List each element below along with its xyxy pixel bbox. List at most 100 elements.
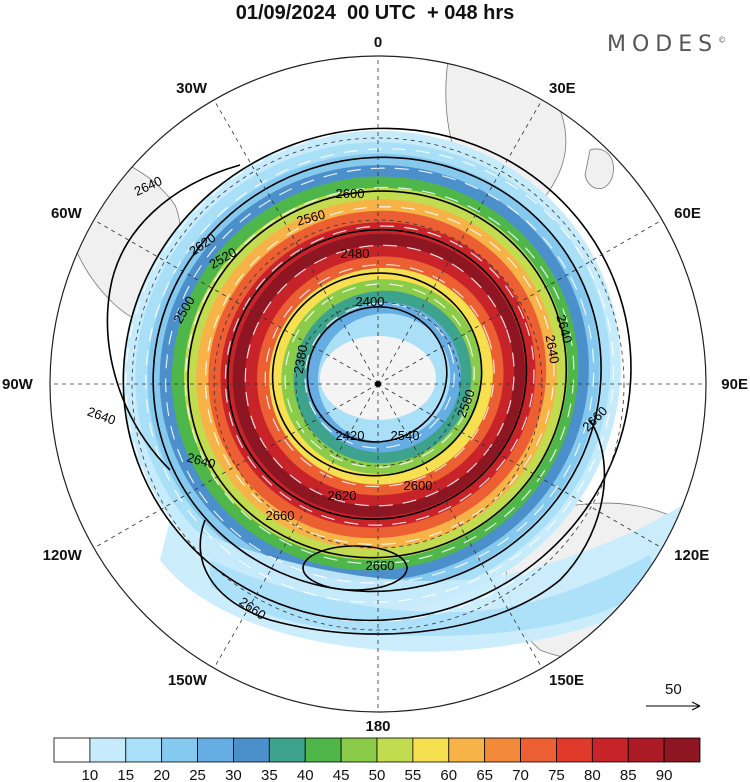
reference-vector: 50 — [646, 681, 701, 711]
colorbar-swatch — [89, 737, 127, 763]
streamline — [244, 244, 515, 507]
madagascar-landmass — [584, 148, 614, 189]
map-title: 01/09/2024 00 UTC + 048 hrs — [235, 2, 515, 24]
contour-label: 2640 — [553, 313, 575, 345]
meridian-line — [377, 99, 543, 385]
height-contour — [106, 164, 241, 471]
colorbar-swatch — [125, 737, 163, 763]
streamline — [224, 225, 535, 526]
meridian-line — [93, 219, 379, 385]
contour-label: 2420 — [336, 428, 365, 443]
lat-lon-grid — [50, 56, 706, 712]
contour-label: 2380 — [291, 344, 311, 375]
colorbar-swatch — [340, 737, 378, 763]
contour-label: 2660 — [266, 508, 295, 523]
meridian-line — [213, 383, 379, 669]
colorbar-tick-label: 30 — [225, 767, 242, 782]
streamline — [145, 148, 615, 603]
wind-streamlines — [125, 128, 635, 623]
colorbar-swatch — [627, 737, 665, 763]
contour-label: 2660 — [366, 558, 395, 573]
contour-label: 2540 — [391, 428, 420, 443]
colorbar-swatch — [197, 737, 234, 763]
colorbar-tick-label: 10 — [82, 767, 99, 782]
colorbar-tick-label: 25 — [189, 767, 206, 782]
colorbar-tick-label: 40 — [297, 767, 314, 782]
colorbar: 10 15 20 25 30 35 40 45 50 55 60 65 70 75 80 85 90 — [53, 737, 701, 782]
colorbar-swatch — [376, 737, 414, 763]
colorbar-swatch — [412, 737, 450, 763]
longitude-label: 180 — [365, 718, 390, 735]
colorbar-tick-label: 60 — [440, 767, 457, 782]
colorbar-swatch — [304, 737, 342, 763]
latitude-circle — [131, 137, 625, 631]
colorbar-swatch — [663, 737, 701, 763]
colorbar-swatch — [484, 737, 521, 763]
height-contour — [199, 419, 606, 635]
contour-label: 2400 — [356, 294, 385, 309]
longitude-label: 120W — [43, 547, 83, 564]
longitude-label: 90E — [721, 376, 748, 393]
longitude-label: 0 — [374, 34, 382, 51]
longitude-label: 30W — [176, 80, 208, 97]
meridian-line — [377, 219, 663, 385]
polar-calm-area — [320, 336, 436, 420]
longitude-label: 120E — [674, 547, 709, 564]
colorbar-swatch — [233, 737, 270, 763]
colorbar-tick-label: 80 — [584, 767, 601, 782]
copyright-mark: © — [718, 35, 727, 45]
streamline — [304, 302, 455, 449]
colorbar-tick-label: 65 — [476, 767, 493, 782]
colorbar-tick-label: 45 — [333, 767, 350, 782]
contour-label: 2560 — [295, 207, 327, 229]
longitude-labels: 0 30E 60E 90E 120E 150E 180 150W 120W 90W 60W 30W — [2, 34, 748, 735]
colorbar-tick-label: 20 — [153, 767, 170, 782]
streamline — [284, 283, 475, 468]
meridian-line — [93, 383, 379, 549]
longitude-label: 60E — [674, 205, 701, 222]
height-contour — [122, 127, 632, 622]
colorbar-swatch — [591, 737, 629, 763]
colorbar-tick-label: 75 — [548, 767, 565, 782]
map-boundary — [49, 55, 707, 713]
brand-name: MODES — [607, 32, 719, 57]
colorbar-swatch — [556, 737, 593, 763]
colorbar-swatch — [53, 737, 91, 763]
height-contour — [187, 190, 568, 559]
colorbar-swatch — [161, 737, 198, 763]
south-pole-marker — [375, 381, 381, 387]
longitude-label: 150W — [168, 672, 208, 689]
height-contour — [306, 306, 448, 443]
reference-vector-arrowhead — [691, 701, 701, 711]
colorbar-tick-label: 15 — [117, 767, 134, 782]
streamline — [125, 128, 635, 623]
height-contour — [271, 272, 483, 477]
longitude-label: 30E — [549, 80, 576, 97]
meridian-line — [377, 383, 543, 669]
longitude-label: 90W — [2, 376, 34, 393]
streamline — [165, 167, 595, 584]
contour-label: 2640 — [543, 334, 563, 365]
colorbar-tick-label: 50 — [369, 767, 386, 782]
colorbar-tick-label: 85 — [620, 767, 637, 782]
longitude-label: 60W — [51, 205, 83, 222]
reference-vector-value: 50 — [665, 681, 682, 698]
streamline — [204, 206, 555, 546]
brand-logo: MODES© — [607, 32, 726, 57]
colorbar-tick-label: 35 — [261, 767, 278, 782]
colorbar-tick-label: 70 — [512, 767, 529, 782]
contour-label: 2620 — [328, 488, 357, 503]
streamline — [264, 264, 495, 488]
meridian-line — [213, 99, 379, 385]
contour-label: 2480 — [341, 246, 370, 261]
contour-label: 2600 — [404, 478, 433, 493]
colorbar-swatch — [520, 737, 557, 763]
colorbar-swatch — [448, 737, 486, 763]
colorbar-swatch — [268, 737, 306, 763]
colorbar-tick-label: 90 — [656, 767, 673, 782]
colorbar-tick-label: 55 — [405, 767, 422, 782]
contour-label: 2640 — [185, 450, 217, 472]
contour-label: 2640 — [85, 404, 117, 428]
meridian-line — [377, 383, 663, 549]
